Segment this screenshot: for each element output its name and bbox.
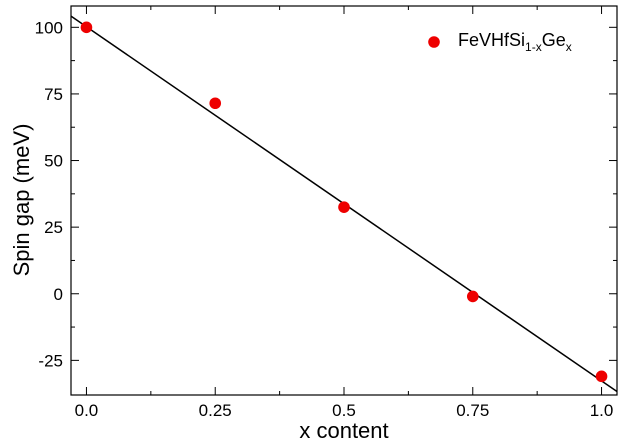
legend: FeVHfSi1-xGex: [428, 30, 572, 54]
y-tick-label: 0: [54, 285, 63, 304]
y-tick-label: -25: [38, 351, 63, 370]
x-tick-label: 0.0: [75, 401, 99, 420]
y-tick-label: 100: [35, 18, 63, 37]
x-axis-title: x content: [299, 418, 388, 441]
y-tick-label: 50: [44, 152, 63, 171]
plot-frame: [70, 5, 618, 396]
data-point: [80, 21, 93, 34]
x-tick-label: 0.75: [456, 401, 489, 420]
y-tick-label: 75: [44, 85, 63, 104]
data-point: [209, 97, 222, 110]
x-tick-label: 0.25: [199, 401, 232, 420]
y-axis-title: Spin gap (meV): [9, 124, 34, 277]
x-tick-label: 0.5: [332, 401, 356, 420]
legend-marker: [428, 36, 440, 48]
x-tick-label: 1.0: [590, 401, 614, 420]
data-point: [595, 370, 608, 383]
data-point: [466, 290, 479, 303]
data-point: [338, 201, 350, 213]
y-tick-label: 25: [44, 218, 63, 237]
legend-label: FeVHfSi1-xGex: [458, 30, 572, 54]
